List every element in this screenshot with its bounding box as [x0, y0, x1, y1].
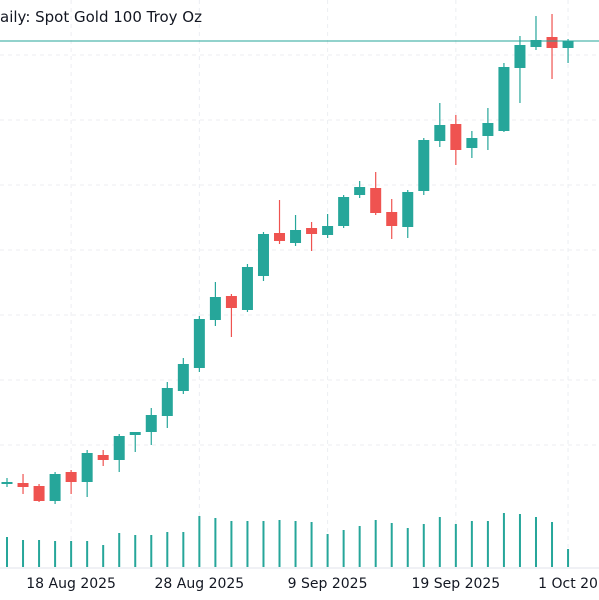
volume-bar [454, 524, 457, 567]
volume-bar [182, 532, 185, 567]
x-tick-label: 28 Aug 2025 [155, 576, 245, 592]
volume-bar [310, 522, 313, 567]
volume-bar [534, 517, 537, 567]
volume-bar [70, 541, 73, 567]
candle-body [498, 67, 510, 131]
candle-body [322, 226, 334, 235]
volume-bar [326, 534, 329, 567]
candle-body [530, 40, 542, 47]
candle-body [225, 296, 237, 308]
candle-body [257, 234, 269, 276]
volume-bar [438, 517, 441, 567]
volume-bar [22, 540, 25, 567]
volume-bar [54, 541, 57, 567]
candle-body [418, 140, 430, 191]
volume-bar [278, 520, 281, 567]
x-tick-label: 1 Oct 20 [538, 576, 598, 592]
candle-body [97, 455, 109, 460]
volume-bar [486, 521, 489, 567]
candle-body [81, 453, 93, 482]
volume-bar [374, 520, 377, 567]
chart-title: aily: Spot Gold 100 Troy Oz [0, 8, 202, 26]
x-tick-label: 18 Aug 2025 [26, 576, 116, 592]
candle-body [386, 212, 398, 226]
volume-bar [6, 537, 8, 567]
candle-body [161, 388, 173, 416]
candle-body [466, 138, 478, 148]
candle-body [65, 472, 77, 482]
candle-body [546, 37, 558, 48]
volume-bar [38, 540, 41, 567]
volume-bar [470, 521, 473, 567]
candle-body [370, 188, 382, 213]
candle-body [209, 297, 221, 320]
volume-bar [246, 521, 249, 567]
volume-bar [551, 522, 554, 567]
candle-body [113, 436, 125, 460]
candle-body [434, 125, 446, 141]
candle-body [402, 192, 414, 227]
candle-body [193, 319, 205, 368]
volume-bar [134, 535, 137, 567]
candle-body [49, 474, 61, 501]
candle-body [1, 482, 13, 484]
x-tick-label: 19 Sep 2025 [411, 576, 500, 592]
candle-body [274, 233, 286, 241]
volume-bar [358, 526, 361, 567]
volume-bar [342, 530, 345, 567]
volume-bar [166, 532, 169, 567]
candle-body [562, 41, 574, 48]
volume-bar [102, 545, 105, 567]
candle-body [306, 228, 318, 234]
candle-body [33, 486, 45, 501]
volume-bar [518, 514, 521, 567]
x-tick-label: 9 Sep 2025 [288, 576, 368, 592]
candle-body [17, 483, 29, 487]
volume-bar [294, 521, 297, 567]
candle-body [338, 197, 350, 226]
candle-body [354, 187, 366, 195]
volume-bar [390, 523, 393, 567]
volume-bar [86, 541, 89, 567]
volume-bar [567, 549, 570, 567]
candle-body [482, 123, 494, 136]
volume-bar [214, 518, 217, 567]
candle-body [514, 45, 526, 68]
volume-bar [406, 528, 409, 567]
candle-body [450, 124, 462, 150]
volume-bar [198, 516, 201, 567]
candle-body [177, 364, 189, 391]
volume-bar [422, 524, 425, 567]
volume-bar [118, 533, 121, 567]
candle-body [241, 267, 253, 310]
volume-bar [150, 535, 153, 567]
volume-bar [230, 521, 233, 567]
volume-bar [502, 513, 505, 567]
candle-body [145, 415, 157, 432]
candle-body [129, 432, 141, 435]
candle-body [290, 230, 302, 243]
volume-bar [262, 521, 265, 567]
